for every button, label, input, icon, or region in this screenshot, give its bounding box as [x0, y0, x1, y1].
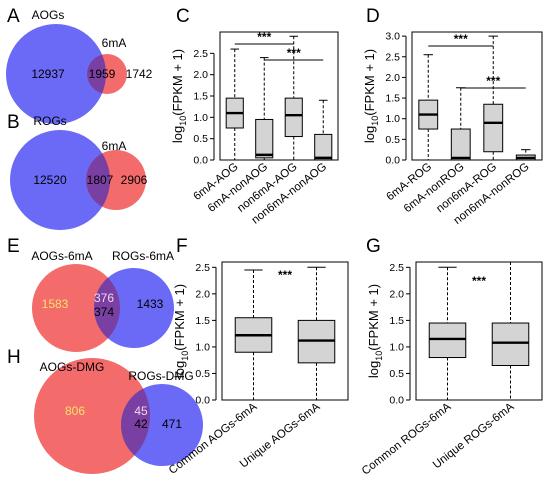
boxplot-g-y-tick-label: 0.0 — [389, 395, 404, 407]
venn-e-overlap-bottom-count: 374 — [94, 305, 114, 319]
boxplot-d-significance-label: *** — [486, 74, 500, 88]
boxplot-g-y-tick-label: 1.5 — [389, 315, 404, 327]
boxplot-g-significance-label: *** — [472, 274, 486, 288]
box-c-iqr — [314, 133, 333, 161]
venn-b-right-count: 2906 — [121, 173, 148, 187]
venn-b-left-circle — [10, 130, 110, 230]
boxplot-f-y-tick-label: 2.0 — [195, 288, 210, 300]
venn-a-left-title: AOGs — [32, 8, 65, 22]
venn-a-right-count: 1742 — [126, 67, 153, 81]
box-d-iqr — [483, 103, 504, 153]
boxplot-c-y-tick-label: 2.5 — [193, 48, 208, 60]
boxplot-f-y-label: log10(FPKM + 1) — [172, 284, 190, 378]
venn-h-right-title: ROGs-DMG — [128, 369, 193, 383]
boxplot-d-y-tick-label: 0.5 — [385, 134, 400, 146]
boxplot-c-y-tick-label: 1.5 — [193, 91, 208, 103]
panel-label-a: A — [7, 6, 20, 27]
panel-label-h: H — [7, 347, 21, 368]
boxplot-d-y-tick-label: 3.0 — [385, 31, 400, 43]
box-d-iqr — [450, 128, 471, 161]
boxplot-c-frame — [219, 31, 339, 161]
panel-label-c: C — [176, 6, 190, 27]
venn-a-left-circle — [6, 24, 106, 124]
venn-b: ROGs 6mA 12520 1807 2906 — [10, 114, 148, 230]
boxplot-f-frame — [221, 261, 349, 401]
panel-label-g: G — [366, 236, 381, 257]
boxplot-c-significance-label: *** — [287, 46, 301, 60]
venn-h: AOGs-DMG ROGs-DMG 806 45 42 471 — [34, 358, 203, 474]
venn-a-overlap-count: 1959 — [89, 67, 116, 81]
box-g-iqr — [428, 322, 467, 359]
venn-h-left-circle — [34, 358, 150, 474]
boxplot-f-y-tick-label: 1.5 — [195, 315, 210, 327]
boxplot-g-y-tick-label: 2.5 — [389, 262, 404, 274]
venn-b-left-title: ROGs — [33, 114, 66, 128]
boxplot-f-y-tick-label: 0.0 — [195, 395, 210, 407]
boxplot-c-y-tick-label: 0.5 — [193, 133, 208, 145]
boxplot-c-y-tick-label: 2.0 — [193, 69, 208, 81]
boxplot-g-frame — [415, 261, 543, 401]
venn-e-left-count: 1583 — [42, 297, 69, 311]
venn-h-left-count: 806 — [65, 404, 85, 418]
venn-b-right-title: 6mA — [102, 139, 127, 153]
boxplot-g-y-tick-label: 0.5 — [389, 368, 404, 380]
boxplot-g-y-label: log10(FPKM + 1) — [366, 284, 384, 378]
boxplot-d-y-label: log10(FPKM + 1) — [362, 49, 380, 143]
boxplot-f-y-tick-label: 0.5 — [195, 368, 210, 380]
venn-e-right-title: ROGs-6mA — [112, 249, 174, 263]
boxplot-f-y-tick-label: 2.5 — [195, 262, 210, 274]
boxplot-c-significance-label: *** — [257, 30, 271, 44]
venn-b-left-count: 12520 — [33, 173, 67, 187]
venn-h-overlap-bottom-count: 42 — [134, 417, 148, 431]
boxplot-d-y-tick-label: 2.5 — [385, 51, 400, 63]
boxplot-c-y-tick-label: 1.0 — [193, 112, 208, 124]
venn-e-right-count: 1433 — [137, 297, 164, 311]
boxplot-d-y-tick-label: 0.0 — [385, 155, 400, 167]
box-c-iqr — [284, 97, 303, 138]
venn-a: AOGs 6mA 12937 1959 1742 — [6, 8, 153, 124]
boxplot-g-y-tick-label: 1.0 — [389, 341, 404, 353]
venn-e-left-title: AOGs-6mA — [31, 249, 92, 263]
box-g-iqr — [491, 322, 530, 366]
boxplot-d-y-tick-label: 1.0 — [385, 113, 400, 125]
boxplot-f-significance-label: *** — [278, 268, 292, 282]
boxplot-g-y-tick-label: 2.0 — [389, 288, 404, 300]
boxplot-d-y-tick-label: 1.5 — [385, 93, 400, 105]
venn-a-left-count: 12937 — [31, 67, 65, 81]
venn-h-left-title: AOGs-DMG — [40, 360, 105, 374]
venn-e-left-circle — [32, 264, 120, 352]
panel-label-b: B — [7, 112, 20, 133]
venn-e-overlap-top-count: 376 — [94, 291, 114, 305]
venn-b-overlap-count: 1807 — [87, 173, 114, 187]
boxplot-d-y-tick-label: 2.0 — [385, 72, 400, 84]
venn-h-right-count: 471 — [162, 417, 182, 431]
boxplot-d-frame — [411, 31, 543, 161]
box-c-iqr — [255, 118, 274, 159]
boxplot-c-y-tick-label: 0.0 — [193, 155, 208, 167]
venn-e: AOGs-6mA ROGs-6mA 1583 376 374 1433 — [31, 249, 174, 352]
venn-a-right-title: 6mA — [102, 36, 127, 50]
panel-label-e: E — [7, 236, 20, 257]
boxplot-d-significance-label: *** — [454, 32, 468, 46]
panel-label-f: F — [176, 236, 188, 257]
boxplot-f-y-tick-label: 1.0 — [195, 341, 210, 353]
panel-label-d: D — [366, 6, 380, 27]
boxplot-c-y-label: log10(FPKM + 1) — [170, 49, 188, 143]
venn-h-overlap-top-count: 45 — [134, 404, 148, 418]
